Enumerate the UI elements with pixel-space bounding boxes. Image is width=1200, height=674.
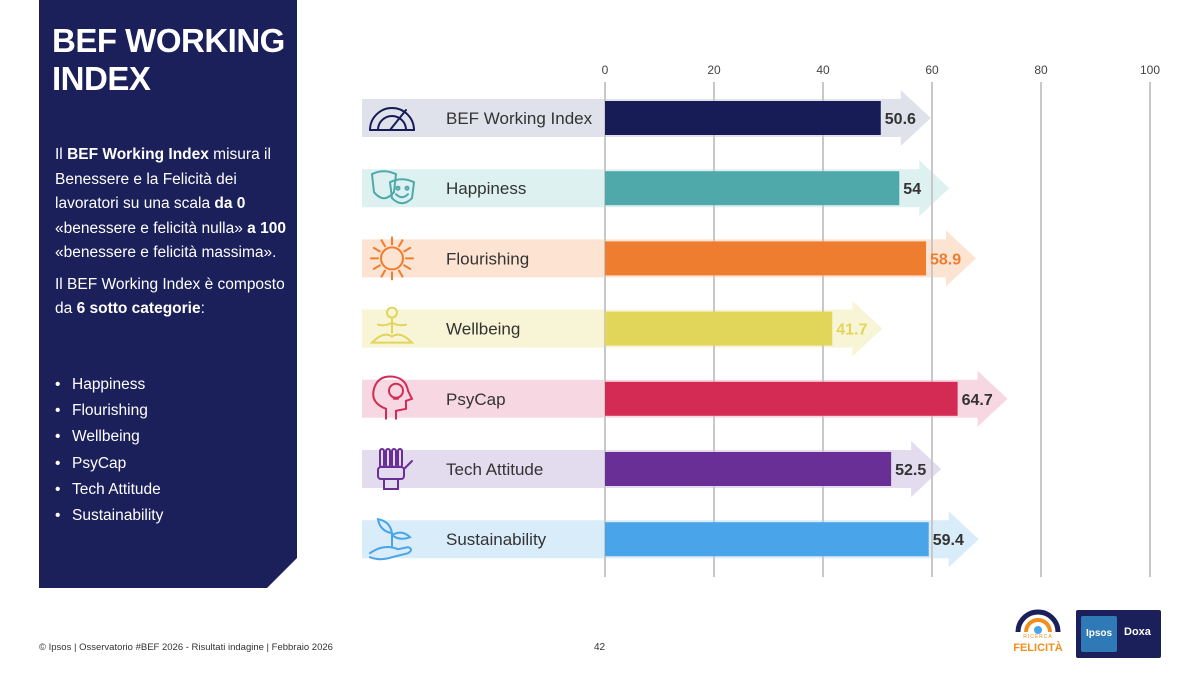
category-label: Wellbeing: [446, 320, 520, 339]
footer-text: © Ipsos | Osservatorio #BEF 2026 - Risul…: [39, 642, 333, 653]
x-tick-label: 40: [816, 63, 830, 77]
info-panel: BEF WORKING INDEX Il BEF Working Index m…: [39, 0, 297, 588]
bar: [605, 241, 927, 276]
gauge-icon: [369, 107, 415, 131]
value-label: 50.6: [885, 111, 916, 128]
felicita-sun-icon: [1015, 609, 1061, 634]
value-label: 58.9: [930, 251, 961, 268]
ricerca-felicita-logo: RICERCA FELICITÀ: [1010, 608, 1066, 660]
value-label: 41.7: [836, 322, 867, 339]
meditation-icon: [369, 306, 415, 344]
head-lightbulb-icon: [372, 375, 414, 420]
value-label: 59.4: [933, 532, 964, 549]
category-label: BEF Working Index: [446, 109, 593, 128]
category-label: PsyCap: [446, 390, 506, 409]
value-label: 54: [903, 181, 921, 198]
sun-icon: [370, 236, 414, 281]
bar: [605, 311, 833, 346]
bar: [605, 452, 892, 486]
plant-hand-icon: [369, 517, 412, 561]
x-tick-label: 20: [707, 63, 721, 77]
bar: [605, 381, 958, 416]
list-item: Happiness: [55, 372, 163, 398]
category-label: Tech Attitude: [446, 460, 543, 479]
list-item: Wellbeing: [55, 424, 163, 450]
list-item: PsyCap: [55, 451, 163, 477]
category-label: Happiness: [446, 179, 526, 198]
x-tick-label: 100: [1140, 63, 1160, 77]
bar: [605, 101, 881, 135]
bar: [605, 522, 929, 557]
list-item: Tech Attitude: [55, 477, 163, 503]
panel-title: BEF WORKING INDEX: [52, 22, 285, 97]
bar-chart: 0 20 40 60 80 100 BEF Working Index 50.6 Happin…: [362, 63, 1160, 577]
theater-masks-icon: [370, 170, 416, 205]
robot-hand-icon: [377, 448, 413, 490]
value-label: 64.7: [962, 392, 993, 409]
subcategory-list: Happiness Flourishing Wellbeing PsyCap T…: [55, 372, 163, 529]
category-label: Sustainability: [446, 530, 547, 549]
ipsos-doxa-logo: Ipsos Doxa: [1076, 610, 1161, 658]
list-item: Flourishing: [55, 398, 163, 424]
x-tick-label: 0: [602, 63, 609, 77]
value-label: 52.5: [895, 462, 926, 479]
x-tick-label: 60: [925, 63, 939, 77]
panel-description: Il BEF Working Index misura il Benessere…: [55, 143, 287, 329]
bar: [605, 171, 900, 206]
page-number: 42: [594, 642, 606, 653]
category-label: Flourishing: [446, 249, 529, 268]
description-paragraph-2: Il BEF Working Index è composto da 6 sot…: [55, 275, 285, 318]
x-tick-label: 80: [1034, 63, 1048, 77]
list-item: Sustainability: [55, 503, 163, 529]
description-paragraph-1: Il BEF Working Index misura il Benessere…: [55, 146, 286, 261]
